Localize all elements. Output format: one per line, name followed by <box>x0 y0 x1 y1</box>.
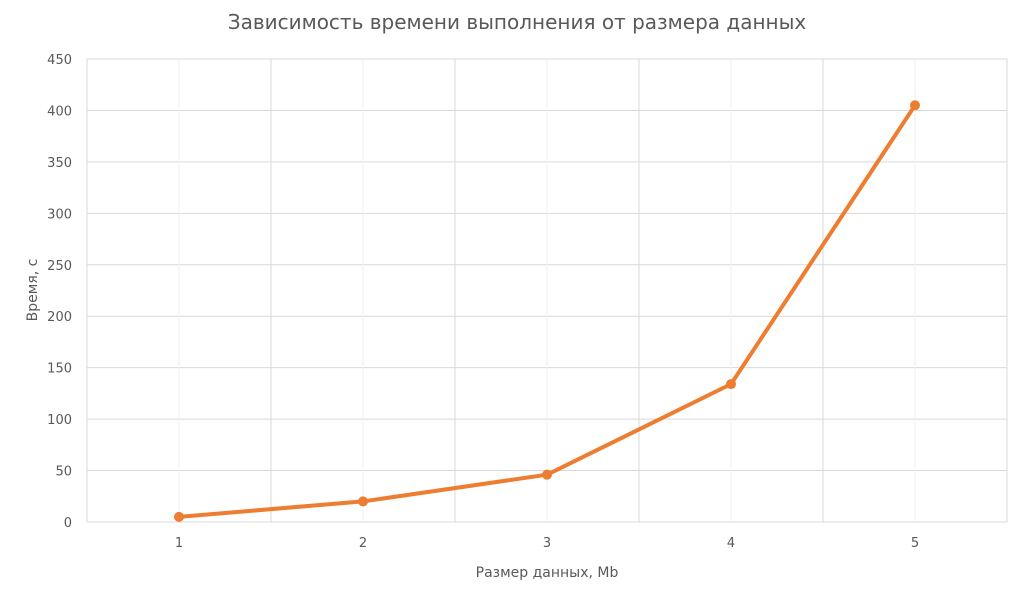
x-tick-label: 5 <box>911 536 919 551</box>
series-layer <box>174 100 920 522</box>
y-tick-label: 400 <box>47 104 72 119</box>
data-point <box>174 511 184 522</box>
y-tick-label: 350 <box>47 156 72 171</box>
grid <box>86 58 1008 523</box>
y-tick-label: 100 <box>47 413 72 428</box>
data-point <box>726 379 736 390</box>
chart-title: Зависимость времени выполнения от размер… <box>228 10 807 34</box>
y-tick-label: 450 <box>47 53 72 68</box>
data-point <box>542 469 552 480</box>
y-tick-label: 50 <box>55 465 72 480</box>
x-tick-label: 1 <box>175 536 183 551</box>
y-tick-label: 150 <box>47 362 72 377</box>
y-axis-label: Время, с <box>25 259 41 322</box>
y-tick-label: 0 <box>64 516 72 531</box>
y-axis-ticks: 0 50 100 150 200 250 300 350 400 450 <box>47 53 72 531</box>
x-axis-ticks: 1 2 3 4 5 <box>175 536 919 551</box>
y-tick-label: 300 <box>47 207 72 222</box>
y-tick-label: 200 <box>47 310 72 325</box>
data-point <box>358 496 368 507</box>
data-point <box>910 100 920 111</box>
y-tick-label: 250 <box>47 259 72 274</box>
x-axis-label: Размер данных, Mb <box>476 565 619 581</box>
x-tick-label: 2 <box>359 536 367 551</box>
x-tick-label: 4 <box>727 536 735 551</box>
x-tick-label: 3 <box>543 536 551 551</box>
